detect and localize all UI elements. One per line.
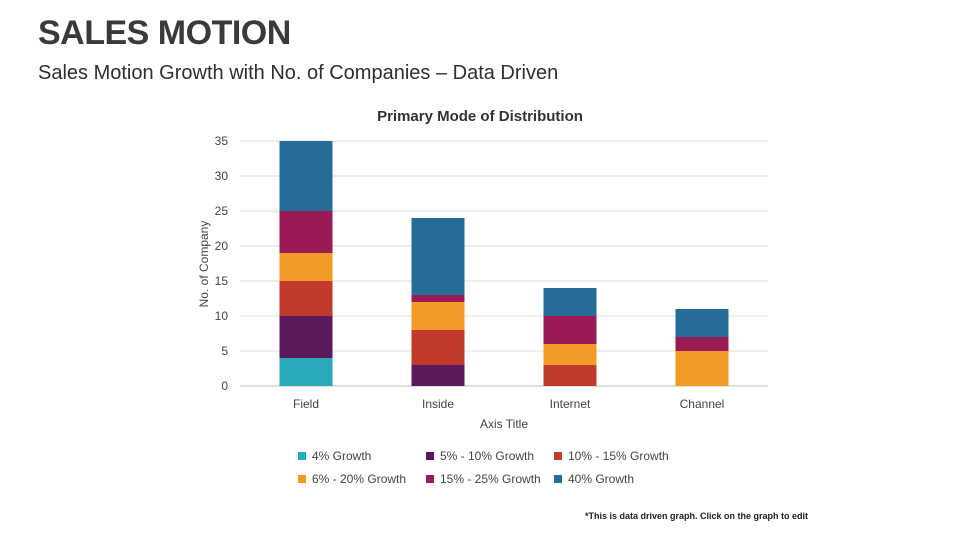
legend-item[interactable]: 4% Growth [298,447,426,464]
x-tick-label-internet: Internet [550,397,591,411]
bar-segment-field-3[interactable] [279,253,333,281]
bar-segment-inside-5[interactable] [411,218,465,295]
x-axis-ticks: Field Inside Internet Channel [293,397,724,411]
bar-segment-internet-2[interactable] [543,365,597,386]
bar-segment-field-1[interactable] [279,316,333,358]
y-axis-title: No. of Company [197,221,211,308]
x-axis-title: Axis Title [480,417,528,431]
y-tick-label: 5 [221,344,228,358]
y-tick-label: 20 [215,239,229,253]
legend-item[interactable]: 10% - 15% Growth [554,447,694,464]
bar-segment-field-0[interactable] [279,358,333,386]
y-tick-label: 15 [215,274,229,288]
legend-item[interactable]: 5% - 10% Growth [426,447,554,464]
x-tick-label-channel: Channel [680,397,725,411]
bar-segment-inside-1[interactable] [411,365,465,386]
bar-segment-internet-4[interactable] [543,316,597,344]
bar-segment-channel-4[interactable] [675,337,729,351]
legend-item[interactable]: 6% - 20% Growth [298,470,426,487]
bar-segment-field-5[interactable] [279,141,333,211]
legend-swatch [298,474,306,483]
x-tick-label-field: Field [293,397,319,411]
bar-segment-field-2[interactable] [279,281,333,316]
y-tick-label: 10 [215,309,229,323]
footnote: *This is data driven graph. Click on the… [585,511,809,521]
x-tick-label-inside: Inside [422,397,454,411]
legend-swatch [554,474,562,483]
legend-label: 6% - 20% Growth [312,471,407,486]
slide-title: SALES MOTION [38,14,291,52]
y-tick-label: 0 [221,379,228,393]
legend-label: 10% - 15% Growth [568,448,669,463]
legend-label: 40% Growth [568,471,635,486]
chart-legend: 4% Growth 5% - 10% Growth 10% - 15% Growth… [298,447,698,487]
y-axis-ticks: 0 5 10 15 20 25 30 35 [215,134,229,393]
y-tick-label: 25 [215,204,229,218]
slide-subtitle: Sales Motion Growth with No. of Companie… [38,62,559,84]
legend-item[interactable]: 15% - 25% Growth [426,470,554,487]
bars [279,141,729,386]
legend-label: 5% - 10% Growth [440,448,535,463]
bar-segment-channel-5[interactable] [675,309,729,337]
y-tick-label: 30 [215,169,229,183]
legend-label: 15% - 25% Growth [440,471,541,486]
legend-swatch [554,451,562,460]
legend-swatch [426,451,434,460]
legend-item[interactable]: 40% Growth [554,470,694,487]
legend-label: 4% Growth [312,448,372,463]
chart-title: Primary Mode of Distribution [377,108,583,125]
bar-segment-internet-5[interactable] [543,288,597,316]
bar-segment-field-4[interactable] [279,211,333,253]
bar-segment-internet-3[interactable] [543,344,597,365]
bar-segment-channel-3[interactable] [675,351,729,386]
bar-segment-inside-3[interactable] [411,302,465,330]
legend-swatch [426,474,434,483]
legend-swatch [298,451,306,460]
bar-segment-inside-2[interactable] [411,330,465,365]
bar-segment-inside-4[interactable] [411,295,465,302]
y-tick-label: 35 [215,134,229,148]
